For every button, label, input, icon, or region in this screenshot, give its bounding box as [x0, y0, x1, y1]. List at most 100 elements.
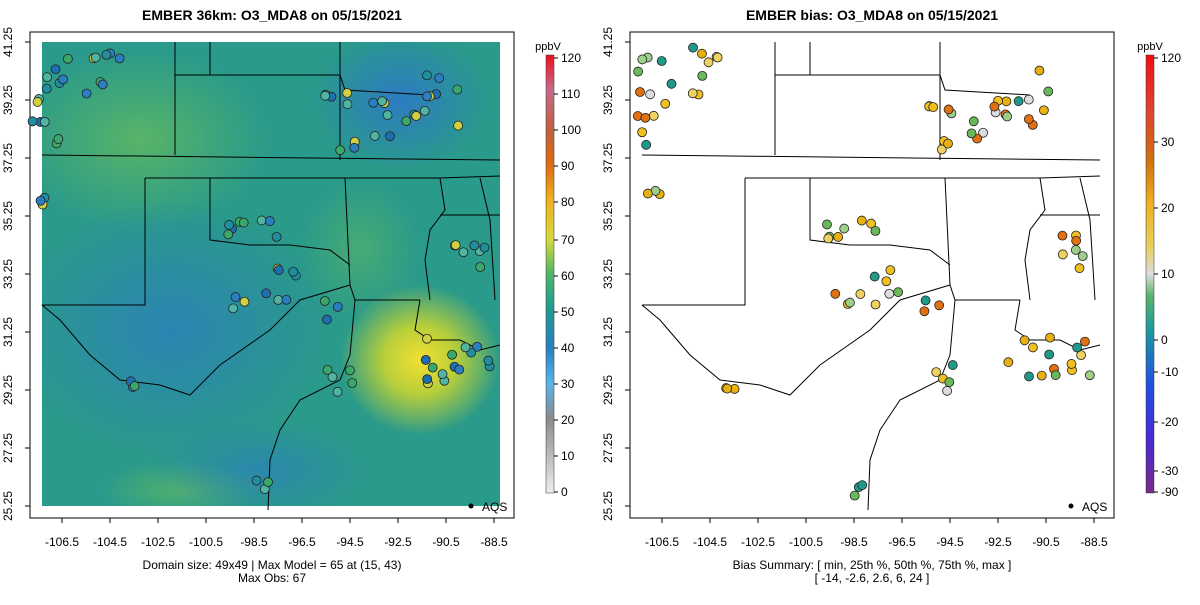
station-dot [849, 490, 860, 501]
station-dot [238, 217, 249, 228]
station-dot [645, 89, 656, 100]
colorbar-tick-label: 0 [561, 485, 568, 499]
station-dot [943, 104, 954, 115]
station-dot [928, 102, 939, 112]
station-dot [437, 369, 448, 380]
station-dot [273, 265, 284, 275]
y-tick-label: 41.25 [1, 27, 15, 57]
station-dot [855, 289, 866, 299]
station-dot [223, 229, 234, 240]
x-tick-label: -98.5 [840, 535, 868, 549]
station-dot [256, 215, 267, 226]
station-dot [1050, 370, 1061, 381]
colorbar-tick-label: 90 [561, 159, 575, 173]
station-dot [822, 219, 832, 230]
right-axes: -106.5 -104.5 -102.5 -100.5 -98.5 -96.5 -94.5 -… [601, 27, 1108, 549]
station-dot [90, 52, 101, 63]
station-dot [422, 70, 432, 81]
station-dot [1072, 342, 1083, 353]
colorbar-tick-label: -10 [1161, 365, 1179, 379]
y-tick-label: 29.25 [1, 375, 15, 405]
station-dot [839, 223, 850, 234]
station-dot [712, 52, 723, 63]
station-dot [230, 292, 241, 302]
station-dot [419, 105, 430, 116]
y-tick-label: 35.25 [601, 201, 615, 231]
aqs-legend-marker-right [1068, 503, 1074, 509]
colorbar-tick-label: 10 [1161, 267, 1175, 281]
right-colorbar [1145, 54, 1155, 494]
station-dot [648, 110, 659, 121]
station-dot [989, 101, 1000, 112]
x-tick-label: -100.5 [789, 535, 823, 549]
y-tick-label: 31.25 [1, 317, 15, 347]
aqs-legend-label-right: AQS [1082, 500, 1107, 514]
colorbar-tick-label: 10 [561, 449, 575, 463]
station-dot [1057, 249, 1068, 260]
station-dot [1003, 357, 1014, 368]
colorbar-tick-label: 30 [1161, 135, 1175, 149]
x-tick-label: -96.5 [888, 535, 916, 549]
station-dot [53, 134, 64, 144]
colorbar-tick-label: 60 [561, 269, 575, 283]
station-dot [385, 131, 395, 142]
station-dot [881, 276, 892, 287]
station-dot [27, 116, 38, 127]
x-tick-label: -106.5 [645, 535, 679, 549]
station-dot [264, 216, 275, 226]
station-dot [1023, 94, 1034, 105]
y-tick-label: 27.25 [1, 433, 15, 463]
y-tick-label: 35.25 [1, 201, 15, 231]
left-axes: -106.5 -104.5 -102.5 -100.5 -98.5 -96.5 -94.5 -… [1, 27, 508, 549]
station-dot [931, 367, 942, 378]
station-dot [401, 116, 412, 127]
station-dot [893, 287, 904, 298]
station-dot [377, 96, 388, 107]
station-dot [920, 295, 931, 306]
colorbar-tick-label: 30 [561, 377, 575, 391]
station-dot [434, 73, 445, 84]
station-dot [349, 142, 360, 153]
station-dot [947, 360, 958, 370]
station-dot [637, 54, 648, 65]
station-dot [472, 341, 482, 352]
station-dot [320, 90, 331, 101]
station-dot [345, 365, 355, 376]
x-tick-label: -98.5 [240, 535, 268, 549]
station-dot [666, 78, 677, 89]
left-colorbar [545, 54, 555, 494]
x-tick-label: -104.5 [693, 535, 727, 549]
left-footer-line2: Max Obs: 67 [238, 571, 306, 585]
station-dot [469, 240, 480, 251]
right-colorbar-unit: ppbV [1137, 41, 1163, 53]
state-boundaries-right [641, 42, 1101, 511]
station-dot [475, 262, 486, 272]
colorbar-tick-label: 50 [561, 305, 575, 319]
state-boundaries-left [41, 42, 501, 511]
x-tick-label: -106.5 [45, 535, 79, 549]
station-dot [703, 57, 714, 68]
station-dot [50, 64, 61, 75]
station-dot [884, 288, 895, 299]
station-dot [42, 72, 53, 83]
x-tick-label: -92.5 [384, 535, 412, 549]
station-dot [944, 377, 955, 388]
station-dot [1024, 371, 1034, 382]
station-dot [1044, 349, 1055, 360]
station-dot [335, 145, 346, 156]
station-dot [347, 378, 358, 388]
station-dot [332, 301, 343, 312]
left-footer-line1: Domain size: 49x49 | Max Model = 65 at (… [143, 558, 402, 572]
station-dot [427, 362, 438, 373]
station-dot [483, 355, 494, 366]
colorbar-tick-label: 100 [561, 123, 581, 137]
station-dot [422, 91, 432, 102]
y-tick-label: 25.25 [1, 491, 15, 521]
station-dot [1001, 96, 1012, 107]
station-dot [688, 42, 698, 53]
station-dot [1036, 370, 1047, 381]
station-dot [447, 349, 457, 360]
station-dot [966, 128, 977, 139]
y-tick-label: 37.25 [1, 143, 15, 173]
